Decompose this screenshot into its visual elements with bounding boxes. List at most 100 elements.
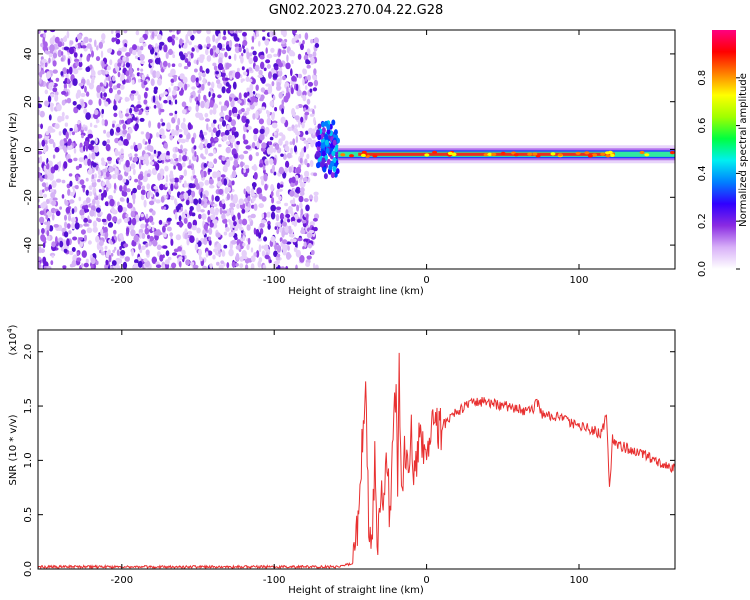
heatmap-cell [50,260,54,265]
heatmap-cell [183,169,187,177]
heatmap-cell [114,93,120,102]
heatmap-cell [153,149,157,154]
heatmap-cell [156,151,162,156]
heatmap-cell [310,249,315,256]
heatmap-cell [264,39,270,46]
heatmap-cell [229,202,235,208]
heatmap-cell [48,114,52,121]
heatmap-cell [83,145,86,152]
heatmap-cell [290,87,294,95]
heatmap-cell [145,158,149,166]
heatmap-cell [278,48,282,56]
heatmap-cell [312,262,316,269]
heatmap-cell [61,179,66,184]
heatmap-cell [273,132,277,136]
heatmap-cell [119,197,124,202]
heatmap-cell [276,200,281,205]
heatmap-cell [140,194,145,201]
heatmap-cell [292,238,297,243]
y-tick-label: 20 [23,95,34,108]
heatmap-cell [250,46,255,50]
heatmap-cell [306,98,311,105]
heatmap-cell [175,146,178,153]
heatmap-cell [114,246,117,251]
heatmap-cell [100,211,103,216]
heatmap-cell [74,222,80,230]
heatmap-cell [198,71,203,77]
heatmap-cell [199,142,204,151]
y-tick-label: 2.0 [23,344,34,360]
heatmap-cell [63,82,67,91]
heatmap-cell [179,90,184,96]
heatmap-cell [94,39,97,48]
heatmap-cell [98,98,102,106]
heatmap-cell [53,164,59,171]
heatmap-cell [165,51,169,60]
heatmap-cell [313,37,319,44]
heatmap-cell [117,151,121,156]
heatmap-cell [163,91,168,95]
heatmap-cell [271,164,275,173]
heatmap-cell [178,51,184,57]
heatmap-cell [253,55,258,63]
heatmap-cell [575,151,581,155]
heatmap-cell [55,178,62,183]
snr-panel: -200 -100 0 100 0.0 0.5 1.0 1.5 2.0 Height of st… [6,324,676,596]
heatmap-cell [174,110,178,115]
heatmap-cell [40,123,43,130]
heatmap-cell [201,134,205,140]
heatmap-cell [291,108,296,116]
heatmap-cell [129,107,133,114]
heatmap-cell [214,195,220,202]
heatmap-cell [169,195,175,201]
heatmap-cell [113,164,117,169]
heatmap-cell [308,194,314,200]
heatmap-cell [106,139,111,144]
heatmap-cell [155,48,159,53]
heatmap-cell [40,70,45,75]
heatmap-cell [142,138,146,145]
heatmap-cell [185,259,191,266]
heatmap-cell [156,34,163,41]
heatmap-cell [243,171,248,177]
heatmap-cell [308,229,315,234]
heatmap-cell [196,227,201,234]
heatmap-cell [296,204,300,212]
heatmap-cell [54,146,60,153]
snr-scale-close: ) [8,324,19,328]
heatmap-cell [309,56,315,65]
heatmap-cell [286,86,289,94]
heatmap-cell [150,78,155,86]
heatmap-cell [233,153,238,159]
heatmap-cell [41,182,47,188]
heatmap-cell [165,174,169,183]
heatmap-cell [269,158,274,165]
heatmap-cell [83,217,88,223]
heatmap-cell [103,226,108,234]
heatmap-cell [231,134,236,143]
heatmap-cell [261,245,265,249]
heatmap-cell [275,206,282,211]
heatmap-cell [159,254,164,262]
heatmap-cell [249,52,253,57]
heatmap-cell [226,159,231,167]
heatmap-cell [309,221,315,227]
heatmap-cell [69,199,75,204]
heatmap-cell [48,225,54,232]
heatmap-cell [182,155,188,162]
heatmap-cell [294,115,300,121]
heatmap-cell [83,36,89,43]
heatmap-cell [124,97,130,102]
heatmap-cell [284,140,289,146]
heatmap-cell [217,180,223,187]
heatmap-cell [81,184,86,189]
heatmap-cell [223,231,228,236]
heatmap-cell [103,79,107,87]
heatmap-cell [187,30,193,37]
heatmap-cell [312,74,318,81]
heatmap-cell [225,208,230,217]
heatmap-cell [191,47,195,52]
heatmap-cell [170,183,174,192]
heatmap-cell [160,118,164,123]
